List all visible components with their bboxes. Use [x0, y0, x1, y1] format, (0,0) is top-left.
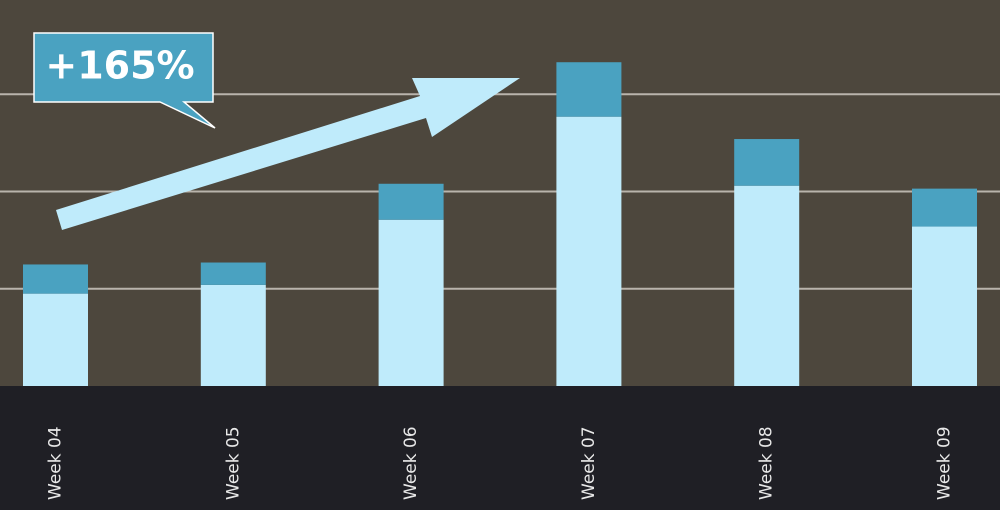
x-tick-label: Week 06 — [401, 426, 421, 500]
bar-segment — [23, 293, 88, 386]
axis-band — [0, 386, 1000, 510]
bar-segment — [912, 188, 977, 227]
trend-arrow — [56, 78, 520, 230]
bar-segment — [200, 284, 266, 386]
callout-box — [33, 32, 216, 129]
x-tick-label: Week 09 — [935, 426, 955, 500]
bar-segment — [378, 219, 444, 386]
x-tick-label: Week 08 — [757, 426, 777, 500]
x-labels: Week 04 Week 05 Week 06 Week 07 Week 08 Week … — [46, 426, 955, 500]
annotation: +165% — [45, 44, 194, 88]
bar-segment — [200, 262, 266, 285]
bar-segment — [556, 116, 622, 387]
bars — [23, 62, 977, 387]
bar-segment — [912, 226, 977, 386]
bar-segment — [734, 139, 800, 186]
bar-segment — [23, 264, 88, 294]
x-tick-label: Week 07 — [579, 426, 599, 500]
x-tick-label: Week 05 — [223, 426, 243, 500]
bar-segment — [378, 183, 444, 220]
x-tick-label: Week 04 — [46, 426, 66, 500]
bar-segment — [734, 185, 800, 386]
bar-segment — [556, 62, 622, 117]
